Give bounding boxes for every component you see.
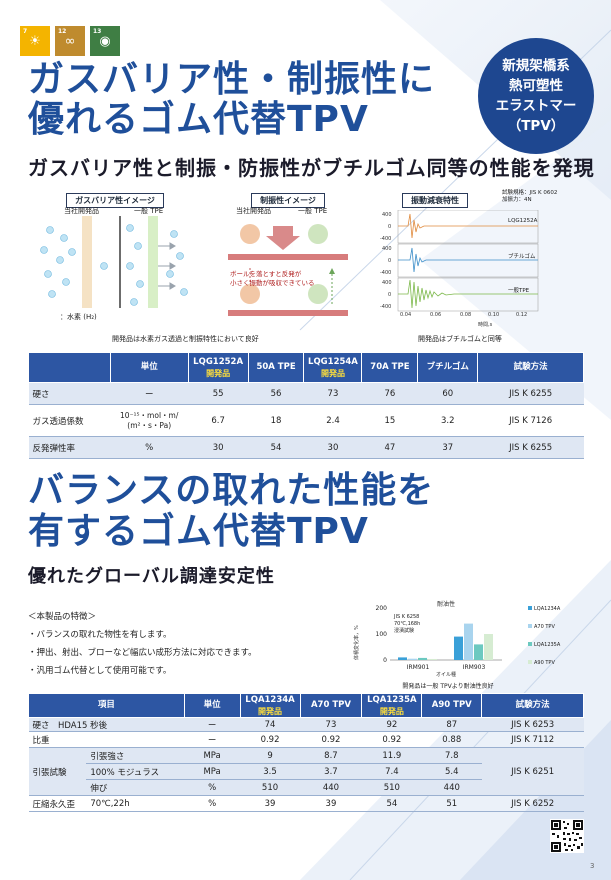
sdg-7-icon: 7 ☀ (20, 26, 50, 56)
damping-diagram (228, 224, 348, 316)
caption-left: 開発品は水素ガス透過と制振特性において良好 (112, 335, 259, 343)
section2-subtitle: 優れたグローバル調達安定性 (28, 566, 275, 587)
chart-title: 耐油性 (437, 600, 455, 608)
gas-barrier-figure: ガスバリア性イメージ 当社開発品 一般 TPE ：水素 (H₂) (30, 188, 200, 333)
y-axis-label: 体積変化率，% (353, 625, 360, 660)
spec-table-1: 単位 LQG1252A 開発品 50A TPE LQG1254A 開発品 70A T… (28, 352, 584, 459)
table1-header: 単位 LQG1252A 開発品 50A TPE LQG1254A 開発品 70A T… (28, 352, 584, 383)
chart-bar (398, 657, 407, 660)
svg-text:0.06: 0.06 (430, 312, 441, 318)
figure-row: ガスバリア性イメージ 当社開発品 一般 TPE ：水素 (H₂) 制 (30, 188, 590, 348)
page-number: 3 (590, 862, 595, 870)
gas-barrier-diagram (40, 216, 188, 308)
svg-text:0.04: 0.04 (400, 312, 411, 318)
legend-label: A90 TPV (534, 660, 555, 666)
svg-text:0: 0 (388, 292, 391, 298)
legend-swatch (528, 624, 532, 628)
section1-subtitle: ガスバリア性と制振・防振性がブチルゴム同等の性能を発現 (28, 156, 595, 180)
x-axis-label: オイル種 (436, 671, 456, 678)
chart-annotation: 浸漬試験 (394, 627, 414, 634)
chart-bar (418, 657, 427, 660)
svg-text:0.10: 0.10 (488, 312, 499, 318)
section1-title: ガスバリア性・制振性に 優れるゴム代替TPV (28, 59, 436, 140)
chart-annotation: JIS K 6258 (393, 614, 419, 620)
y-tick-label: 200 (376, 605, 388, 612)
x-tick-label: IRM903 (463, 664, 486, 671)
list-item: ・バランスの取れた物性を有します。 (28, 630, 172, 640)
svg-text:0: 0 (388, 258, 391, 264)
table-row: 反発弾性率% 30 54 30 47 37 JIS K 6255 (28, 436, 584, 459)
list-item: ・汎用ゴム代替として使用可能です。 (28, 666, 172, 676)
legend-label: LQA1234A (534, 606, 561, 612)
legend-label: A70 TPV (534, 624, 555, 630)
svg-text:-400: -400 (380, 304, 391, 310)
table-row: ガス透過係数 10⁻¹⁵・mol・m/(m²・s・Pa) 6.7 18 2.4 15 3… (28, 404, 584, 437)
legend-swatch (528, 660, 532, 664)
table-row: 圧縮永久歪 70℃,22h% 39 39 54 51 JIS K 6252 (28, 795, 584, 812)
table-row: 比重ー 0.92 0.92 0.92 0.88 JIS K 7112 (28, 731, 584, 748)
x-tick-label: IRM901 (407, 664, 430, 671)
chart-bar (428, 658, 437, 660)
qr-code-icon[interactable] (550, 819, 584, 853)
legend-swatch (528, 642, 532, 646)
table-row: 硬さー 55 56 73 76 60 JIS K 6255 (28, 382, 584, 405)
list-item: ・押出、射出、ブローなど幅広い成形方法に対応できます。 (28, 648, 257, 658)
table-row: 引張試験 引張強さ MPa 9 8.7 11.9 7.8 JIS K 6251 (28, 747, 584, 796)
sdg-13-icon: 13 ◉ (90, 26, 120, 56)
svg-text:0.08: 0.08 (460, 312, 471, 318)
table-row: 硬さ HDA15 秒後ー 74 73 92 87 JIS K 6253 (28, 717, 584, 732)
table-row: 伸び% 510 440 510 440 (29, 779, 584, 796)
sdg-icons: 7 ☀ 12 ∞ 13 ◉ (20, 26, 120, 56)
svg-text:-400: -400 (380, 270, 391, 276)
table-row: 100% モジュラス MPa 3.5 3.7 7.4 5.4 (29, 763, 584, 780)
caption-right: 開発品はブチルゴムと同等 (418, 335, 502, 343)
damping-figure: 制振性イメージ 当社開発品 一般 TPE ボールを落とすと反発が 小さく振動が吸… (228, 188, 348, 333)
vibration-decay-figure: 振動減衰特性 試験規格：JIS K 0602 加振力：4N 400 0 -400 4… (374, 188, 580, 333)
vibration-chart: 400 0 -400 400 0 -400 400 0 -400 0.04 0.06 0.08 0… (380, 210, 539, 328)
chart-bar (474, 644, 483, 660)
chart-annotation: 70℃,168h (394, 621, 420, 627)
svg-text:-400: -400 (380, 236, 391, 242)
tpv-badge: 新規架橋系 熱可塑性 エラストマー （TPV） (478, 38, 594, 154)
y-tick-label: 100 (376, 631, 388, 638)
chart-bar (464, 623, 473, 660)
oil-resistance-chart: 耐油性体積変化率，% 200 100 0 IRM901 IRM903 オイル種 JIS K 6… (352, 598, 592, 690)
svg-text:時間,s: 時間,s (478, 322, 493, 328)
y-tick-label: 0 (383, 657, 387, 664)
svg-text:0: 0 (388, 224, 391, 230)
svg-text:400: 400 (382, 280, 392, 286)
features-list: ＜本製品の特徴＞ ・バランスの取れた物性を有します。 ・押出、射出、ブローなど幅… (28, 608, 257, 680)
svg-text:400: 400 (382, 246, 392, 252)
spec-table-2: 項目 単位 LQA1234A 開発品 A70 TPV LQA1235A 開発品 A9… (28, 693, 584, 812)
chart-bar (484, 634, 493, 660)
svg-text:0.12: 0.12 (516, 312, 527, 318)
table2-header: 項目 単位 LQA1234A 開発品 A70 TPV LQA1235A 開発品 A9… (28, 693, 584, 718)
sdg-12-icon: 12 ∞ (55, 26, 85, 56)
chart-bar (454, 636, 463, 660)
chart-caption: 開発品は一般 TPVより耐油性良好 (402, 682, 493, 690)
chart-bar (408, 658, 417, 660)
section2-title: バランスの取れた性能を 有するゴム代替TPV (28, 470, 435, 552)
features-heading: ＜本製品の特徴＞ (28, 612, 97, 622)
legend-swatch (528, 606, 532, 610)
svg-text:400: 400 (382, 212, 392, 218)
legend-label: LQA1235A (534, 642, 561, 648)
